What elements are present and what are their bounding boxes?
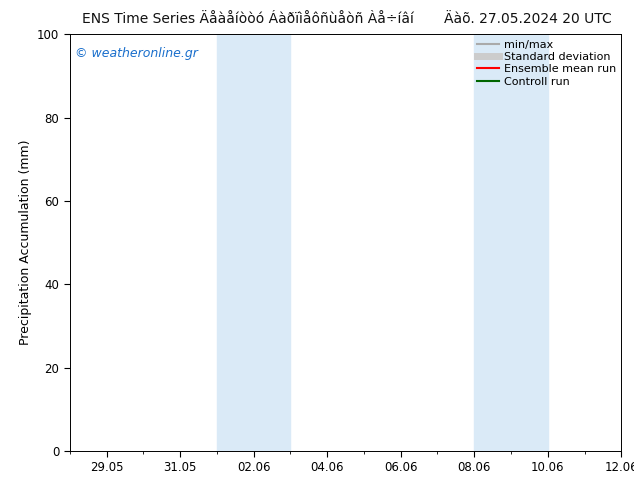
Bar (217, 34, 290, 451)
Text: © weatheronline.gr: © weatheronline.gr (75, 47, 198, 60)
Text: ENS Time Series Äåàåíòòó Áàðïìåôñùåòñ Àå÷íâí: ENS Time Series Äåàåíòòó Áàðïìåôñùåòñ Àå… (82, 12, 414, 26)
Text: Äàõ. 27.05.2024 20 UTC: Äàõ. 27.05.2024 20 UTC (444, 12, 612, 26)
Bar (474, 34, 548, 451)
Legend: min/max, Standard deviation, Ensemble mean run, Controll run: min/max, Standard deviation, Ensemble me… (475, 38, 618, 89)
Y-axis label: Precipitation Accumulation (mm): Precipitation Accumulation (mm) (18, 140, 32, 345)
